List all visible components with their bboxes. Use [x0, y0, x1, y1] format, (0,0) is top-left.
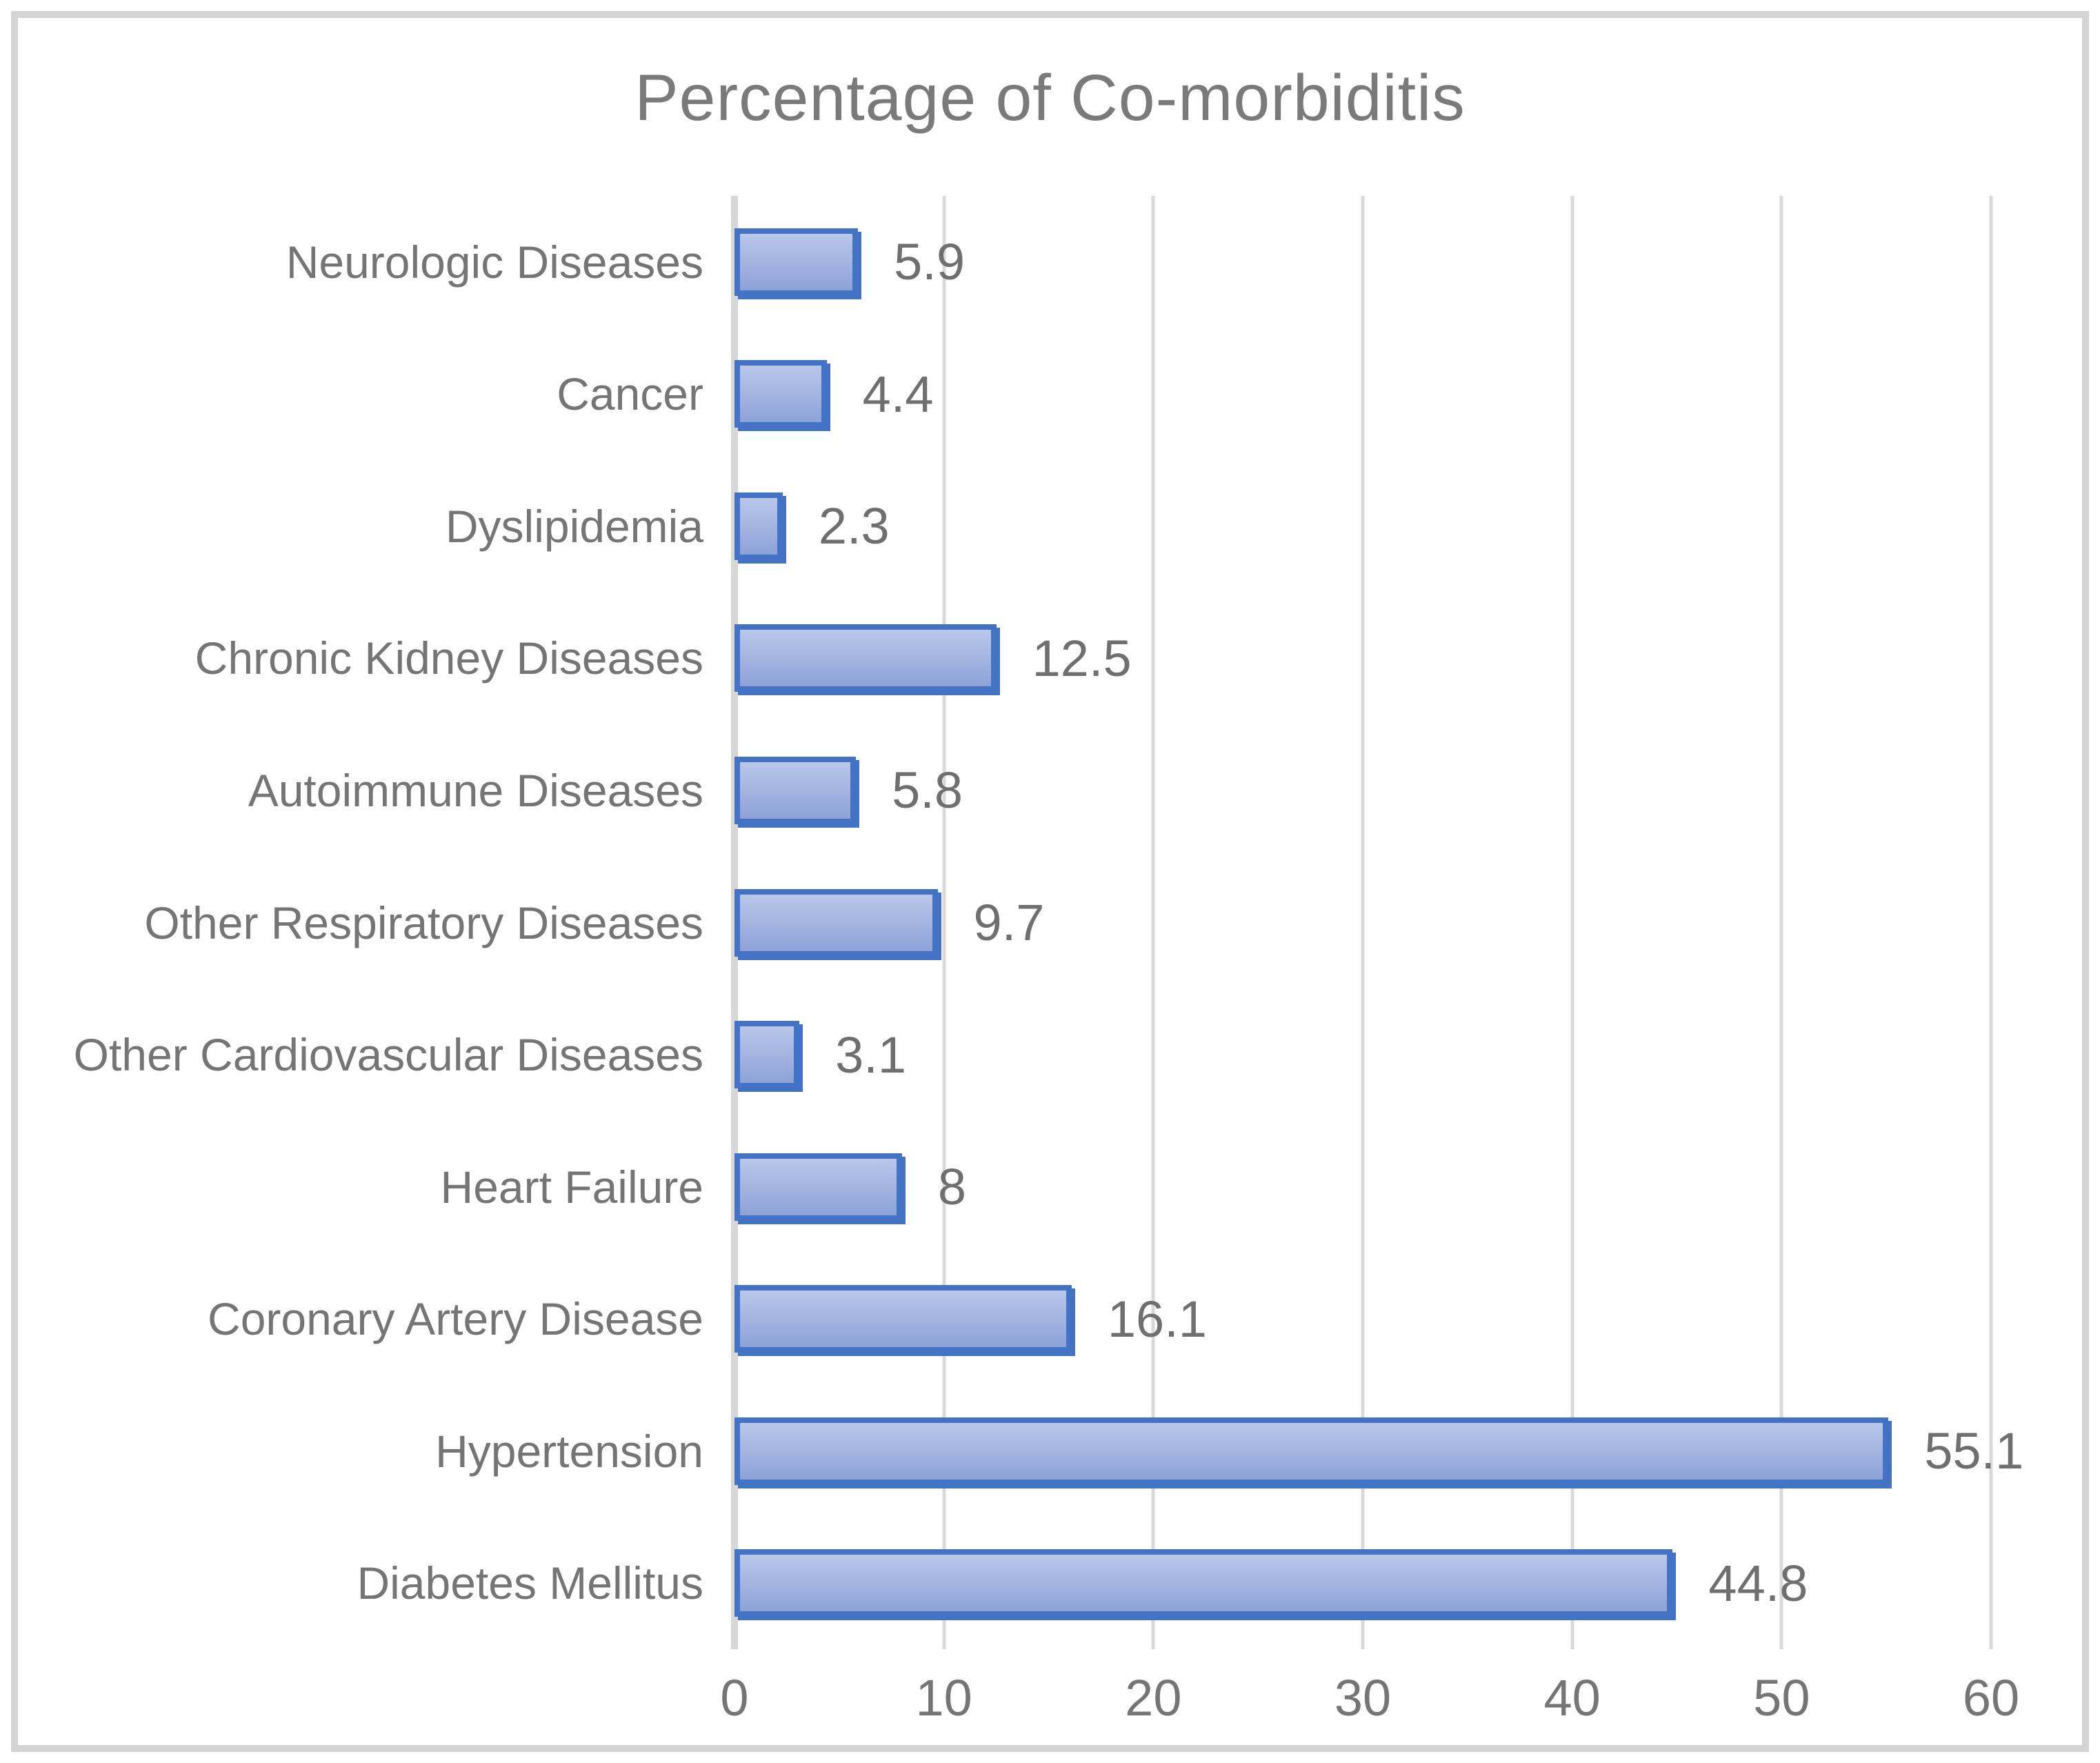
bar — [734, 624, 997, 693]
bar — [734, 228, 859, 296]
gridline — [1989, 196, 1993, 1649]
x-tick-label: 10 — [915, 1669, 972, 1726]
bar-row: 5.8 — [734, 724, 1991, 857]
gridline — [1151, 196, 1155, 1649]
category-label: Hypertension — [435, 1425, 703, 1477]
bar-row: 44.8 — [734, 1517, 1991, 1649]
bar-value-label: 16.1 — [1107, 1290, 1207, 1348]
bar-row: 8 — [734, 1121, 1991, 1253]
bar-value-label: 55.1 — [1924, 1422, 2024, 1480]
category-label: Diabetes Mellitus — [357, 1557, 703, 1609]
chart-title: Percentage of Co-morbiditis — [634, 61, 1466, 135]
x-tick-label: 30 — [1334, 1669, 1392, 1726]
bar-value-label: 9.7 — [973, 894, 1045, 951]
x-tick-label: 40 — [1543, 1669, 1601, 1726]
bar-value-label: 4.4 — [862, 365, 934, 423]
bar-row: 55.1 — [734, 1385, 2023, 1517]
bar-row: 16.1 — [734, 1253, 1991, 1385]
bar-value-label: 5.8 — [892, 761, 963, 819]
bar — [734, 756, 857, 824]
category-axis: Neurologic Diseases Cancer Dyslipidemia Chr… — [18, 196, 703, 1649]
category-label: Dyslipidemia — [445, 500, 703, 552]
bar-value-label: 44.8 — [1708, 1554, 1808, 1612]
category-label: Other Respiratory Diseases — [144, 897, 703, 948]
bar — [734, 1417, 1889, 1485]
x-tick-label: 0 — [720, 1669, 749, 1726]
bar-row: 4.4 — [734, 328, 1991, 461]
gridline — [1570, 196, 1574, 1649]
bar — [734, 1549, 1673, 1617]
bar — [734, 1153, 902, 1221]
gridline — [1361, 196, 1365, 1649]
bar — [734, 1285, 1072, 1353]
x-tick-label: 60 — [1962, 1669, 2020, 1726]
gridline — [942, 196, 946, 1649]
plot-area: 5.9 4.4 2.3 12.5 5.8 9.7 3.1 8 16.1 55.1 44.8 — [731, 196, 2023, 1649]
category-label: Heart Failure — [440, 1161, 703, 1213]
category-label: Autoimmune Diseases — [248, 764, 703, 816]
bar-row: 9.7 — [734, 857, 1991, 989]
bar-value-label: 2.3 — [818, 497, 890, 555]
x-tick-label: 50 — [1753, 1669, 1810, 1726]
bar-row: 3.1 — [734, 988, 1991, 1121]
category-label: Coronary Artery Disease — [208, 1293, 703, 1345]
bar-value-label: 5.9 — [894, 233, 966, 291]
category-label: Cancer — [557, 368, 703, 420]
gridline — [1779, 196, 1783, 1649]
bar-series: 5.9 4.4 2.3 12.5 5.8 9.7 3.1 8 16.1 55.1 44.8 — [734, 196, 2023, 1649]
bar — [734, 888, 938, 957]
category-label: Chronic Kidney Diseases — [194, 633, 703, 684]
bar-row: 5.9 — [734, 196, 1991, 328]
value-axis: 0 10 20 30 40 50 60 — [720, 1669, 2019, 1737]
bar — [734, 492, 783, 560]
x-tick-label: 20 — [1125, 1669, 1182, 1726]
bar-row: 2.3 — [734, 460, 1991, 592]
bar-value-label: 12.5 — [1032, 629, 1132, 687]
category-label: Other Cardiovascular Diseases — [73, 1029, 703, 1081]
bar — [734, 1021, 800, 1089]
bar-value-label: 8 — [937, 1158, 967, 1216]
bar-row: 12.5 — [734, 592, 1991, 725]
bar-value-label: 3.1 — [835, 1026, 906, 1084]
chart-frame: Percentage of Co-morbiditis Neurologic D… — [11, 11, 2089, 1752]
category-label: Neurologic Diseases — [286, 236, 703, 288]
bar — [734, 360, 827, 428]
